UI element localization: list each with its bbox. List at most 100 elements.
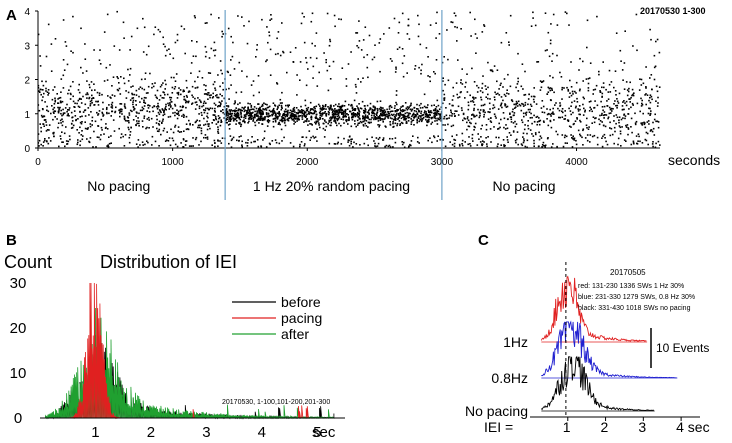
scatter-point xyxy=(368,113,370,115)
scatter-point xyxy=(609,127,611,129)
scatter-point xyxy=(337,118,339,121)
scatter-point xyxy=(47,142,50,145)
scatter-point xyxy=(356,114,358,117)
scatter-point xyxy=(632,45,634,47)
scatter-point xyxy=(559,116,561,119)
scatter-point xyxy=(495,93,498,95)
scatter-point xyxy=(257,110,260,112)
scatter-point xyxy=(546,108,548,110)
scatter-point xyxy=(192,55,195,57)
scatter-point xyxy=(399,123,402,125)
scatter-point xyxy=(365,120,368,122)
scatter-point xyxy=(171,86,174,89)
scatter-point xyxy=(267,121,270,124)
scatter-point xyxy=(395,90,398,92)
scatter-point xyxy=(313,137,316,139)
scatter-point xyxy=(246,75,248,78)
scatter-point xyxy=(111,110,114,113)
scatter-point xyxy=(306,108,309,111)
scatter-point xyxy=(289,111,291,114)
scatter-point xyxy=(198,144,200,146)
scatter-point xyxy=(357,113,359,115)
scatter-point xyxy=(436,99,439,102)
scatter-point xyxy=(309,139,311,141)
scatter-point xyxy=(607,98,610,100)
scatter-point xyxy=(227,105,230,107)
scatter-point xyxy=(571,137,573,139)
scatter-point xyxy=(57,110,60,113)
scatter-point xyxy=(319,118,322,120)
scatter-point xyxy=(439,113,441,116)
scatter-point xyxy=(600,100,602,103)
scatter-point xyxy=(592,116,595,118)
scatter-point xyxy=(228,87,230,90)
scatter-point xyxy=(358,113,360,115)
scatter-point xyxy=(138,88,140,90)
scatter-point xyxy=(577,129,580,132)
scatter-point xyxy=(384,145,386,148)
scatter-point xyxy=(322,104,324,107)
scatter-point xyxy=(448,103,451,105)
scatter-point xyxy=(78,83,80,86)
scatter-point xyxy=(613,120,615,122)
scatter-point xyxy=(552,143,554,145)
scatter-point xyxy=(373,140,375,142)
scatter-point xyxy=(265,112,268,114)
scatter-point xyxy=(60,78,63,80)
scatter-point xyxy=(369,108,371,111)
scatter-point xyxy=(47,110,50,113)
scatter-point xyxy=(389,124,392,126)
scatter-point xyxy=(218,17,220,19)
scatter-point xyxy=(355,143,358,145)
scatter-point xyxy=(644,126,647,129)
scatter-point xyxy=(650,38,652,41)
scatter-point xyxy=(157,123,160,125)
scatter-point xyxy=(163,109,165,112)
scatter-point xyxy=(380,118,382,120)
scatter-point xyxy=(71,116,73,119)
scatter-point xyxy=(130,35,133,38)
scatter-point xyxy=(120,136,122,139)
scatter-point xyxy=(118,87,121,90)
scatter-point xyxy=(473,81,476,83)
scatter-point xyxy=(254,110,256,113)
scatter-point xyxy=(45,124,48,126)
scatter-point xyxy=(151,83,154,85)
scatter-point xyxy=(576,97,578,100)
scatter-point xyxy=(129,49,131,51)
scatter-point xyxy=(624,30,626,32)
scatter-point xyxy=(321,112,324,114)
scatter-point xyxy=(165,105,167,108)
scatter-point xyxy=(65,126,67,128)
scatter-point xyxy=(209,96,211,99)
scatter-point xyxy=(618,92,621,95)
scatter-point xyxy=(498,122,500,125)
scatter-point xyxy=(258,122,260,124)
scatter-point xyxy=(402,110,405,112)
scatter-point xyxy=(287,113,289,116)
scatter-point xyxy=(644,138,647,141)
scatter-point xyxy=(656,90,659,93)
scatter-point xyxy=(598,123,601,126)
scatter-point xyxy=(493,65,496,67)
scatter-point xyxy=(152,85,155,88)
scatter-point xyxy=(568,96,571,98)
scatter-point xyxy=(190,72,192,74)
scatter-point xyxy=(586,117,588,120)
scatter-point xyxy=(543,145,546,147)
scatter-point xyxy=(143,101,145,104)
scatter-point xyxy=(334,143,337,145)
scatter-point xyxy=(344,100,347,103)
scatter-point xyxy=(129,109,132,112)
scatter-point xyxy=(354,108,357,110)
scatter-point xyxy=(655,120,657,123)
scatter-point xyxy=(96,111,98,114)
scatter-point xyxy=(657,140,660,143)
scatter-point xyxy=(270,18,273,20)
scatter-point xyxy=(194,80,196,83)
scatter-point xyxy=(395,66,397,69)
scatter-point xyxy=(45,121,47,123)
scatter-point xyxy=(529,108,531,111)
scatter-point xyxy=(428,116,431,119)
